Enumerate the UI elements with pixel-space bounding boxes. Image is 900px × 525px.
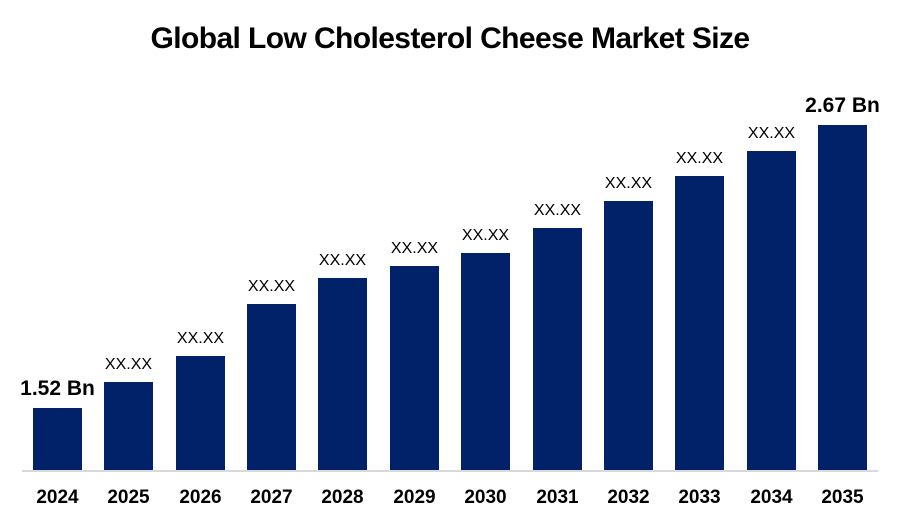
bar bbox=[33, 408, 82, 470]
x-axis-tick-label: 2024 bbox=[36, 487, 79, 508]
bar-value-label: XX.XX bbox=[247, 278, 296, 295]
bar bbox=[104, 382, 153, 470]
bar-value-label: XX.XX bbox=[533, 202, 582, 219]
x-axis-tick-label: 2031 bbox=[536, 487, 579, 508]
bar-value-label: XX.XX bbox=[461, 227, 510, 244]
x-axis-tick-label: 2029 bbox=[393, 487, 436, 508]
bar-value-label: XX.XX bbox=[604, 175, 653, 192]
bar bbox=[533, 228, 582, 470]
bar bbox=[247, 304, 296, 470]
x-axis-tick-label: 2025 bbox=[107, 487, 150, 508]
bar-value-label: XX.XX bbox=[176, 330, 225, 347]
x-axis-tick-label: 2035 bbox=[821, 487, 864, 508]
x-axis-tick-label: 2028 bbox=[321, 487, 364, 508]
bar bbox=[318, 278, 367, 470]
chart-title: Global Low Cholesterol Cheese Market Siz… bbox=[150, 22, 751, 55]
bar bbox=[675, 176, 724, 470]
x-axis-line bbox=[22, 470, 878, 472]
x-axis-tick-label: 2034 bbox=[750, 487, 793, 508]
bar bbox=[604, 201, 653, 470]
bar-value-label: 1.52 Bn bbox=[20, 377, 95, 400]
bar bbox=[461, 253, 510, 470]
bar-value-label: XX.XX bbox=[747, 125, 796, 142]
x-axis-tick-label: 2033 bbox=[678, 487, 721, 508]
bar-value-label: XX.XX bbox=[318, 252, 367, 269]
x-axis-tick-label: 2032 bbox=[607, 487, 650, 508]
bar bbox=[176, 356, 225, 470]
bar-value-label: XX.XX bbox=[104, 356, 153, 373]
bar-value-label: XX.XX bbox=[675, 150, 724, 167]
x-axis-tick-label: 2027 bbox=[250, 487, 293, 508]
bar bbox=[390, 266, 439, 470]
x-axis-tick-label: 2026 bbox=[179, 487, 222, 508]
bar-value-label: XX.XX bbox=[390, 240, 439, 257]
bar bbox=[818, 125, 867, 470]
bar bbox=[747, 151, 796, 470]
x-axis-tick-label: 2030 bbox=[464, 487, 507, 508]
bar-value-label: 2.67 Bn bbox=[805, 94, 880, 117]
